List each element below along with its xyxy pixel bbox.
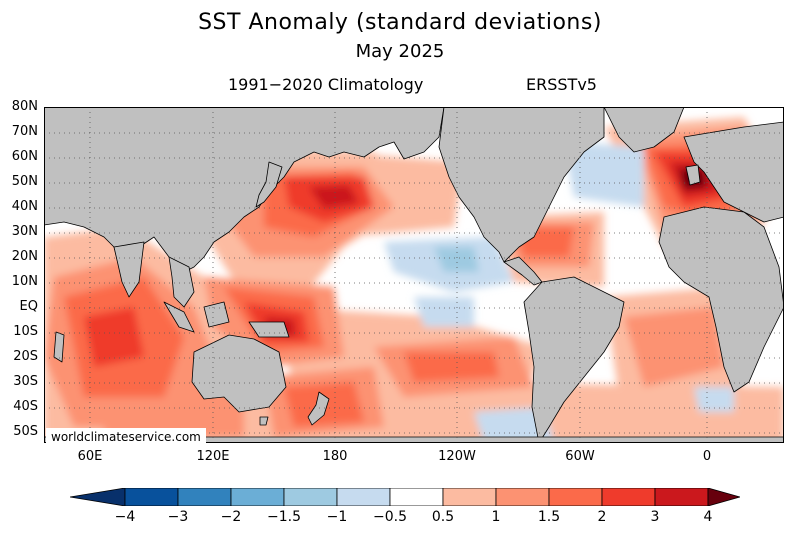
lon-label-60e: 60E: [77, 449, 103, 464]
lat-label-60n: 60N: [11, 149, 38, 164]
sst-anomaly-map: [44, 107, 784, 443]
anomaly-north-pacific-3: [309, 185, 359, 209]
colorbar-label-minus-4: −4: [114, 509, 136, 525]
lat-label-30s: 30S: [13, 374, 38, 389]
land-sumatra: [163, 301, 195, 333]
map-date: May 2025: [355, 41, 445, 62]
land-antarctica-fringe: [44, 436, 784, 443]
lat-label-20s: 20S: [13, 349, 38, 364]
colorbar-label-3: 3: [650, 509, 660, 525]
land-india: [113, 241, 145, 298]
lon-label-120w: 120W: [438, 449, 476, 464]
colorbar-swatch-9: [601, 488, 656, 506]
anomaly-east-pacific-cool-core: [434, 247, 479, 272]
colorbar: [70, 488, 740, 506]
colorbar-label-minus-3: −3: [167, 509, 189, 525]
land-europe: [683, 121, 784, 223]
anomaly-south-atlantic-cool: [694, 387, 734, 412]
colorbar-swatch-4: [336, 488, 391, 506]
colorbar-swatch-1: [177, 488, 232, 506]
anomaly-peru-cool: [414, 297, 474, 327]
lat-label-50n: 50N: [11, 174, 38, 189]
anomaly-south-atlantic-1: [624, 307, 724, 387]
lon-label-180: 180: [322, 449, 348, 464]
lat-label-40n: 40N: [11, 199, 38, 214]
colorbar-swatch-0: [124, 488, 179, 506]
land-masses: [44, 107, 784, 443]
lat-label-30n: 30N: [11, 224, 38, 239]
land-africa: [658, 206, 784, 393]
colorbar-label-minus-1: −1: [326, 509, 348, 525]
lon-label-60w: 60W: [565, 449, 595, 464]
lat-label-50s: 50S: [13, 424, 38, 439]
credit-label: worldclimateservice.com: [46, 428, 206, 446]
lat-label-10s: 10S: [13, 324, 38, 339]
colorbar-label-minus-1-5: −1.5: [267, 509, 301, 525]
colorbar-high-arrow: [707, 488, 740, 506]
lat-label-10n: 10N: [11, 274, 38, 289]
land-british-isles: [685, 164, 701, 186]
lat-label-eq: EQ: [19, 299, 38, 314]
lon-label-0: 0: [702, 449, 712, 464]
colorbar-low-arrow: [70, 488, 126, 506]
lat-label-40s: 40S: [13, 399, 38, 414]
colorbar-label-2: 2: [597, 509, 607, 525]
colorbar-label-1: 1: [491, 509, 501, 525]
colorbar-swatch-5: [389, 488, 444, 506]
dataset-label: ERSSTv5: [526, 75, 597, 94]
land-tasmania: [259, 416, 269, 426]
land-new-zealand: [307, 391, 330, 426]
land-borneo: [203, 301, 230, 328]
colorbar-swatch-8: [548, 488, 603, 506]
colorbar-label-minus-2: −2: [220, 509, 242, 525]
climatology-label: 1991−2020 Climatology: [228, 75, 424, 94]
lat-label-80n: 80N: [11, 99, 38, 114]
colorbar-swatch-3: [283, 488, 338, 506]
land-southeast-asia: [168, 256, 195, 308]
land-madagascar: [53, 331, 65, 363]
land-greenland: [603, 107, 685, 153]
land-north-america: [438, 107, 605, 263]
lat-label-70n: 70N: [11, 124, 38, 139]
lat-label-20n: 20N: [11, 249, 38, 264]
land-south-america: [523, 276, 625, 443]
colorbar-swatch-2: [230, 488, 285, 506]
map-frame: [44, 107, 784, 443]
anomaly-indian-2: [84, 307, 144, 367]
anomaly-south-pacific-15: [404, 352, 499, 382]
colorbar-swatch-6: [442, 488, 497, 506]
land-australia: [191, 334, 287, 413]
colorbar-label-4: 4: [703, 509, 713, 525]
graticule: [44, 107, 784, 443]
land-japan: [255, 161, 283, 208]
map-title: SST Anomaly (standard deviations): [198, 10, 602, 35]
colorbar-swatch-7: [495, 488, 550, 506]
colorbar-label-0-5: 0.5: [431, 509, 455, 525]
colorbar-label-1-5: 1.5: [537, 509, 561, 525]
anomaly-south-indian-1: [104, 387, 244, 437]
lon-label-120e: 120E: [196, 449, 230, 464]
colorbar-label-minus-0-5: −0.5: [373, 509, 407, 525]
colorbar-swatch-10: [654, 488, 709, 506]
